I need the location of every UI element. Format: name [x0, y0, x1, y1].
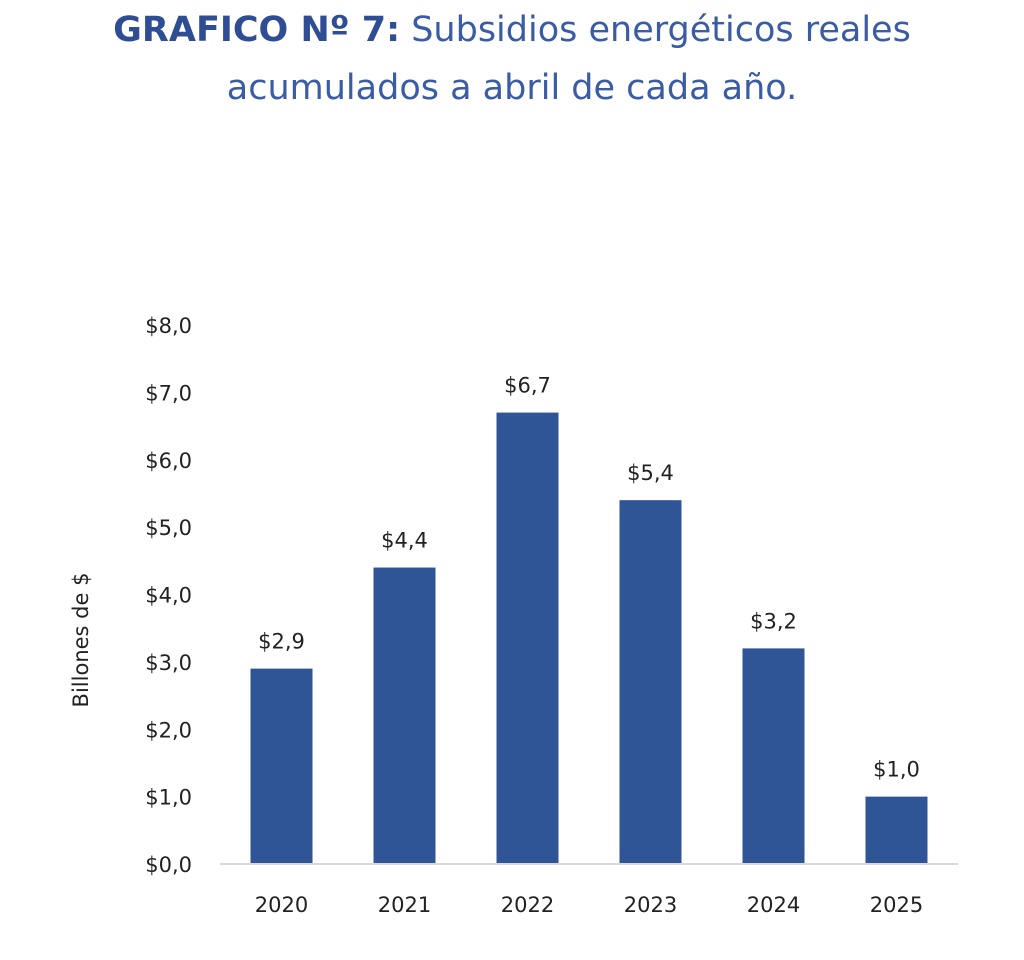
y-tick-label: $0,0: [145, 853, 192, 877]
x-tick-label-2021: 2021: [378, 893, 431, 917]
bars-group: [250, 412, 928, 864]
data-label-2021: $4,4: [381, 529, 428, 553]
bar-2020: [250, 668, 313, 864]
y-tick-label: $7,0: [145, 381, 192, 405]
data-label-2020: $2,9: [258, 630, 305, 654]
y-tick-label: $8,0: [145, 314, 192, 338]
chart-title-main: Subsidios energéticos reales: [411, 10, 911, 50]
data-label-2025: $1,0: [873, 758, 920, 782]
y-tick-label: $6,0: [145, 449, 192, 473]
y-tick-label: $5,0: [145, 516, 192, 540]
y-tick-label: $2,0: [145, 718, 192, 742]
data-labels-group: $2,9 $4,4 $6,7 $5,4 $3,2 $1,0: [258, 374, 920, 782]
x-tick-label-2022: 2022: [501, 893, 554, 917]
bar-2021: [373, 567, 436, 864]
data-label-2024: $3,2: [750, 609, 797, 633]
bar-2024: [742, 648, 805, 864]
y-tick-label: $4,0: [145, 584, 192, 608]
bar-2023: [619, 500, 682, 864]
x-tick-label-2025: 2025: [870, 893, 923, 917]
x-axis: 2020 2021 2022 2023 2024 2025: [255, 893, 923, 917]
y-tick-label: $3,0: [145, 651, 192, 675]
x-tick-label-2024: 2024: [747, 893, 800, 917]
y-axis-title: Billones de $: [69, 573, 93, 708]
x-tick-label-2020: 2020: [255, 893, 308, 917]
bar-2025: [865, 796, 928, 864]
chart-title-prefix: GRAFICO Nº 7:: [113, 10, 401, 50]
data-label-2023: $5,4: [627, 461, 674, 485]
y-axis: $0,0 $1,0 $2,0 $3,0 $4,0 $5,0 $6,0 $7,0 $8,0: [145, 314, 192, 877]
x-tick-label-2023: 2023: [624, 893, 677, 917]
bar-2022: [496, 412, 559, 864]
y-tick-label: $1,0: [145, 786, 192, 810]
chart-title-line-1: GRAFICO Nº 7: Subsidios energéticos real…: [0, 0, 1024, 60]
data-label-2022: $6,7: [504, 374, 551, 398]
chart-title-line-2: acumulados a abril de cada año.: [226, 68, 798, 108]
